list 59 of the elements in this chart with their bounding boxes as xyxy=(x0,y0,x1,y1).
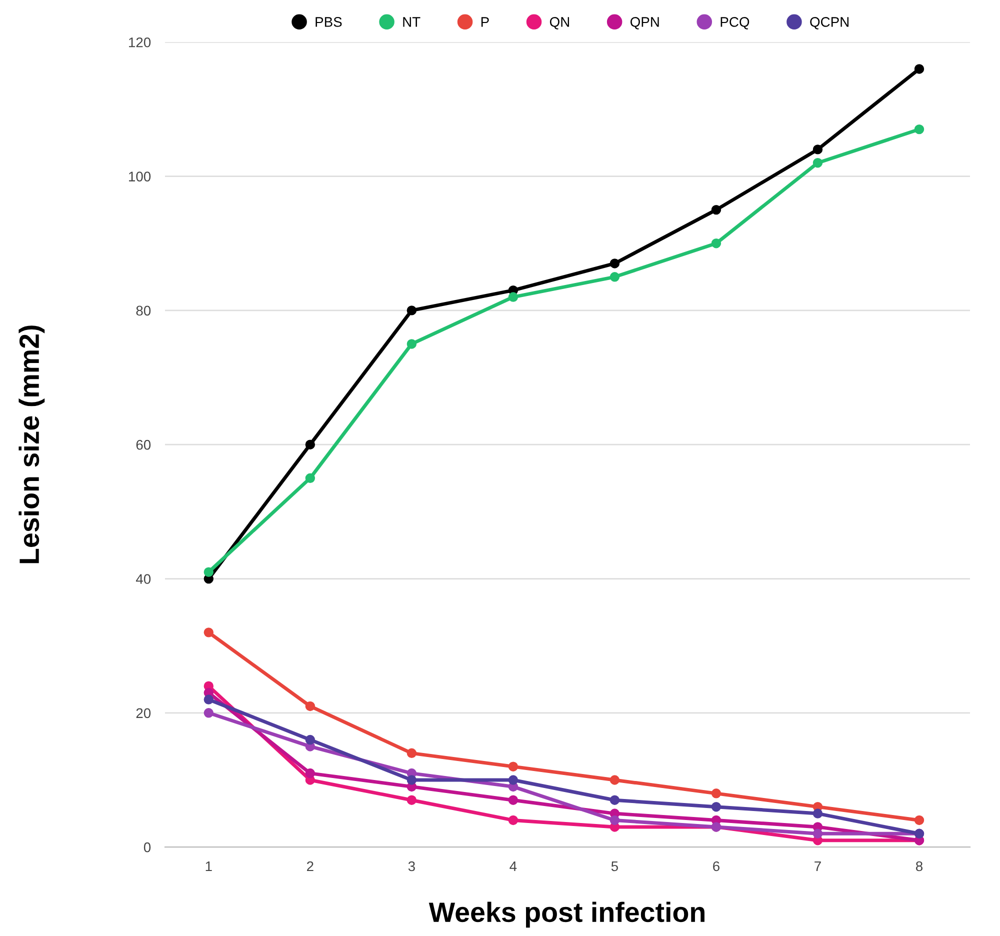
y-tick-label: 60 xyxy=(136,440,151,450)
point xyxy=(305,473,316,483)
point xyxy=(812,828,823,839)
y-tick-label: 80 xyxy=(136,306,151,316)
point xyxy=(406,748,417,758)
x-axis-title: Weeks post infection xyxy=(428,902,704,928)
y-tick-label: 120 xyxy=(129,37,151,48)
y-axis-title: Lesion size (mm2) xyxy=(18,326,45,564)
point xyxy=(204,708,214,718)
point xyxy=(610,258,620,268)
legend-label: QCPN xyxy=(810,17,848,30)
point xyxy=(914,815,924,826)
point xyxy=(406,795,417,805)
point xyxy=(711,802,722,812)
legend-label: PCQ xyxy=(720,17,750,30)
point xyxy=(204,567,214,577)
point xyxy=(610,775,620,785)
point xyxy=(914,64,924,74)
x-tick-label: 5 xyxy=(611,861,618,872)
point xyxy=(508,775,518,785)
point xyxy=(508,815,518,826)
legend-label: NT xyxy=(403,17,420,27)
point xyxy=(305,734,316,745)
x-tick-label: 8 xyxy=(916,861,922,872)
legend-label: QPN xyxy=(630,17,659,30)
point xyxy=(812,808,823,818)
y-tick-label: 0 xyxy=(144,842,151,852)
point xyxy=(711,238,722,248)
point xyxy=(508,762,518,772)
y-tick-label: 100 xyxy=(129,172,151,182)
point xyxy=(508,292,518,302)
point xyxy=(711,204,722,215)
point xyxy=(305,701,316,712)
point xyxy=(508,795,518,805)
x-tick-label: 2 xyxy=(307,861,314,872)
point xyxy=(406,775,417,785)
x-tick-label: 4 xyxy=(510,861,517,872)
point xyxy=(406,306,417,316)
x-tick-label: 1 xyxy=(206,861,212,872)
point xyxy=(812,158,823,168)
legend-label: PBS xyxy=(316,17,342,27)
legend-label: QN xyxy=(550,17,569,30)
y-tick-label: 40 xyxy=(136,574,151,584)
point xyxy=(812,144,823,154)
point xyxy=(914,124,924,134)
point xyxy=(406,339,417,349)
x-tick-label: 3 xyxy=(408,861,415,872)
y-tick-label: 20 xyxy=(136,708,151,718)
point xyxy=(305,440,316,450)
point xyxy=(610,815,620,826)
point xyxy=(305,768,316,778)
point xyxy=(204,694,214,704)
x-tick-label: 7 xyxy=(814,861,821,872)
x-tick-label: 6 xyxy=(713,861,720,872)
legend-label: P xyxy=(481,17,489,27)
point xyxy=(711,788,722,798)
point xyxy=(610,795,620,805)
point xyxy=(204,628,214,638)
point xyxy=(610,272,620,282)
